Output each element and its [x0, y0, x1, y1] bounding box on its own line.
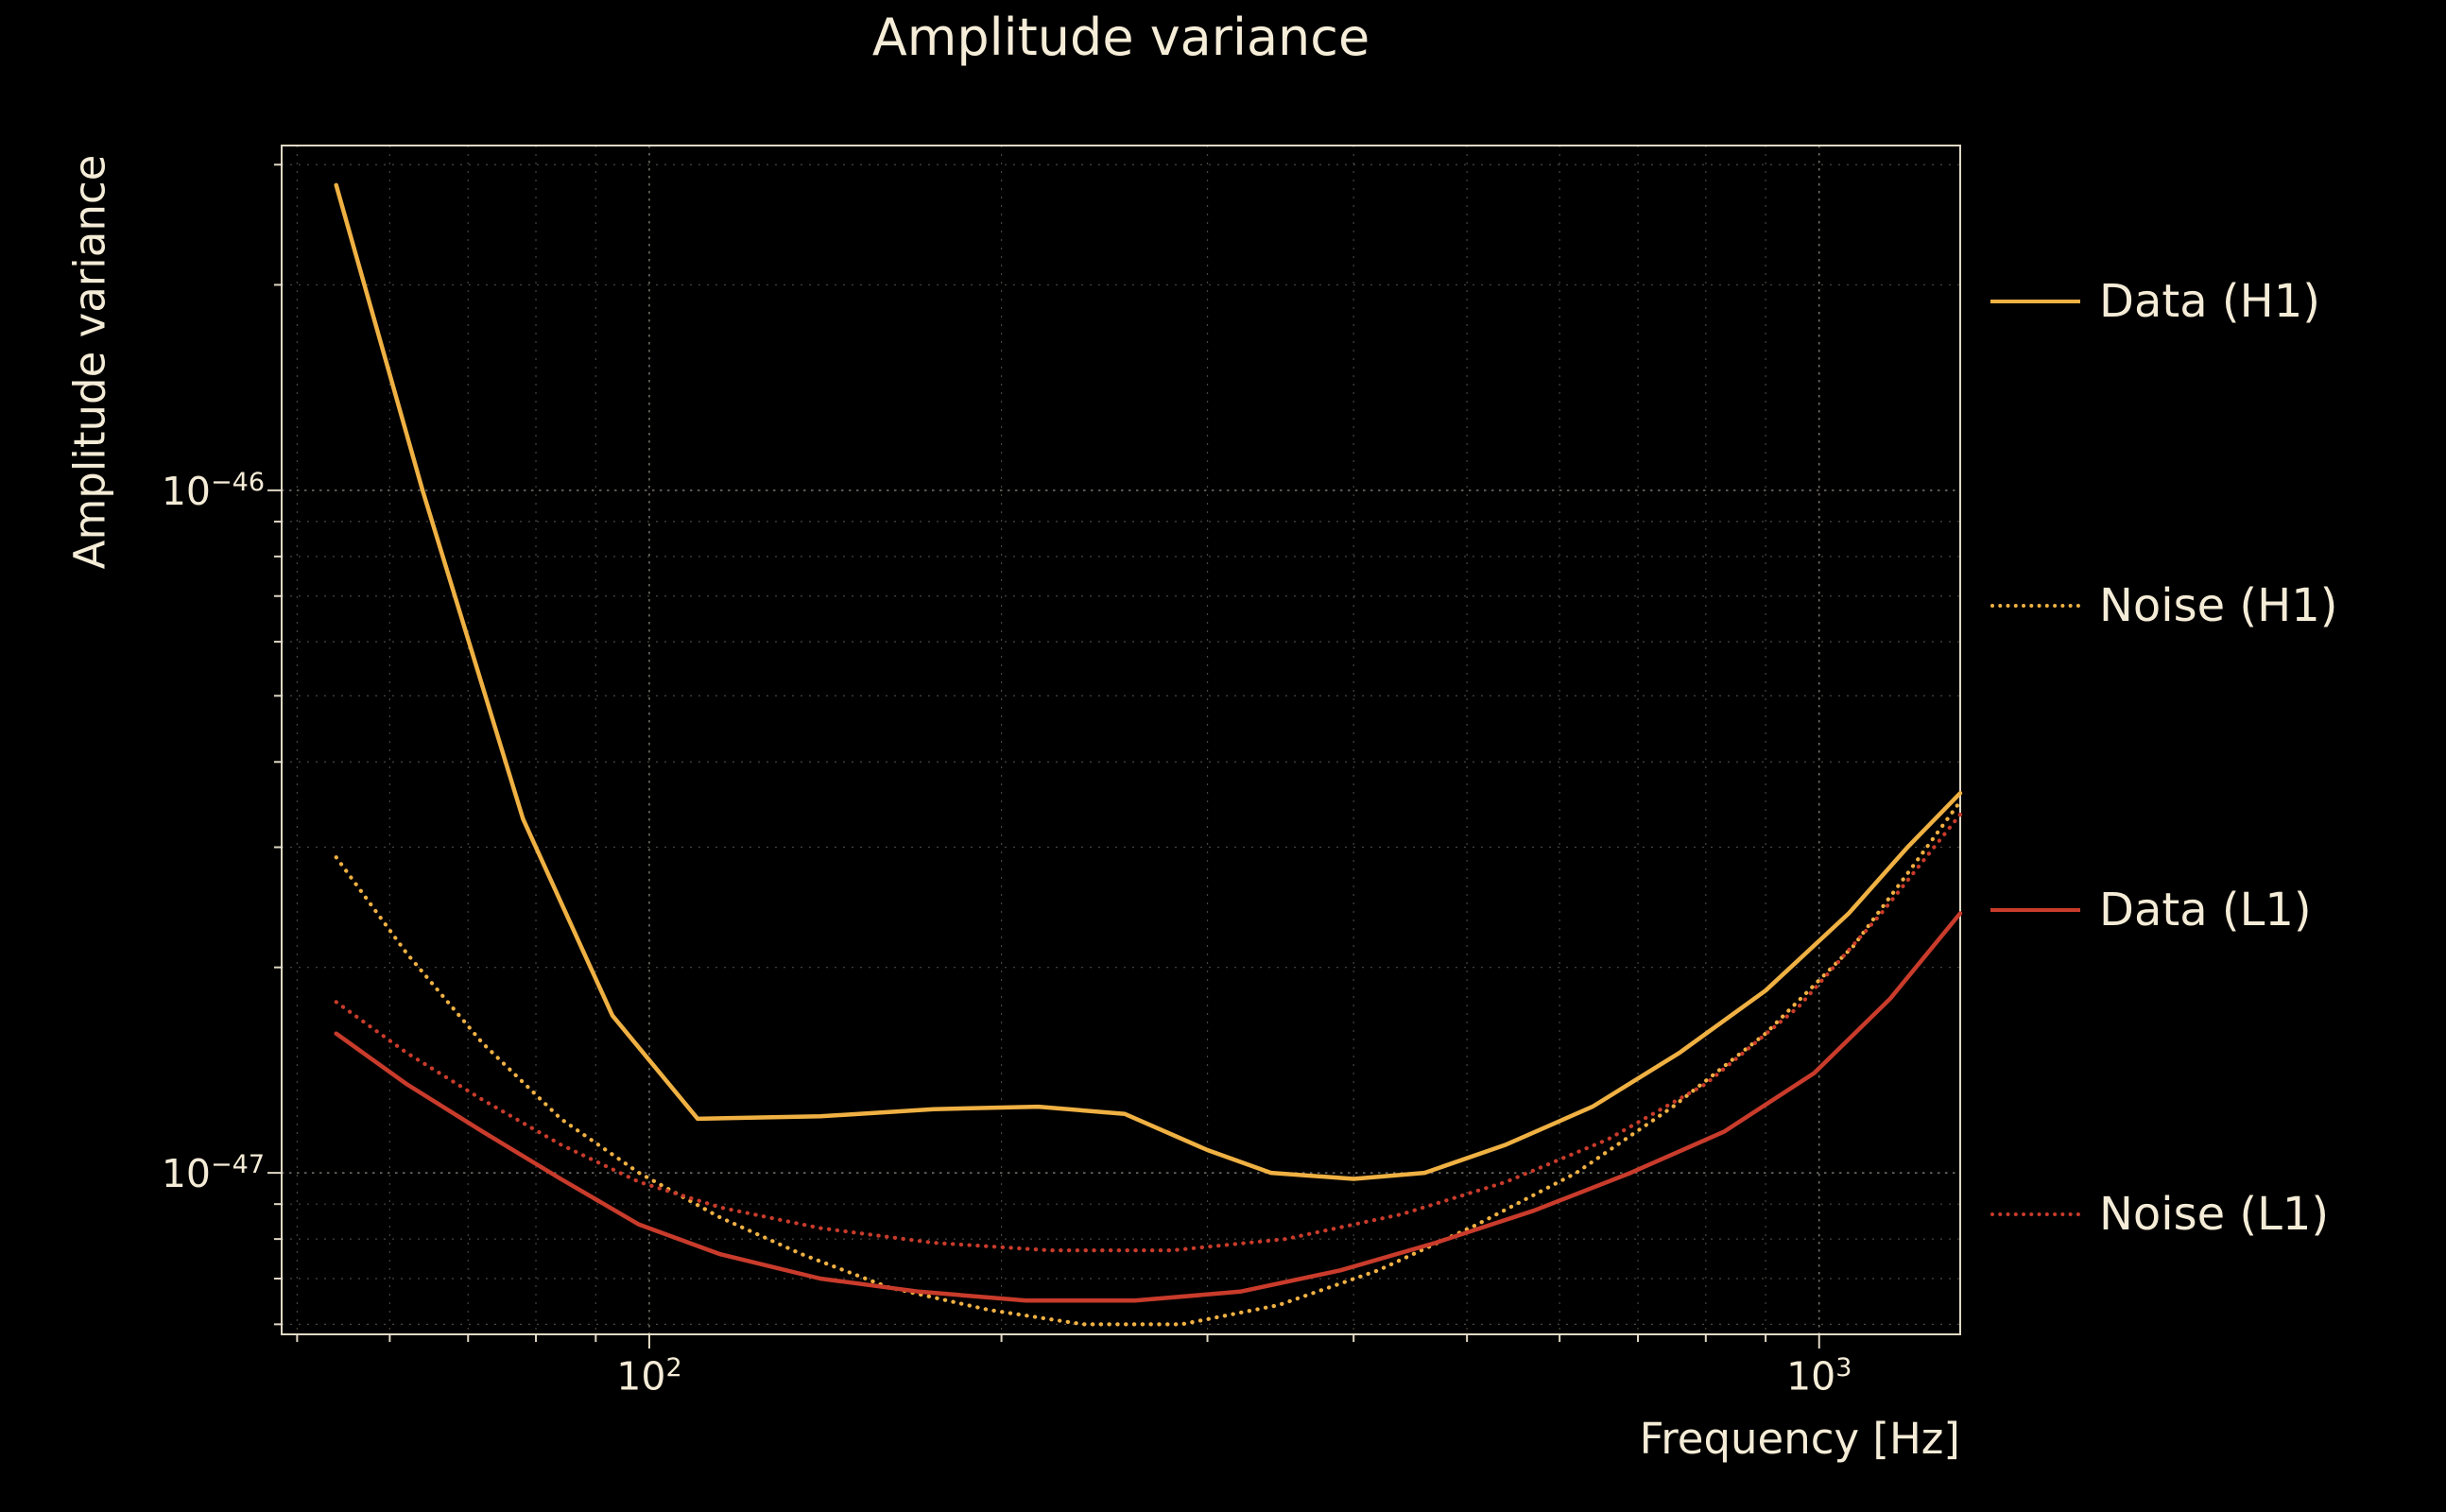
series-data-l1 — [334, 911, 1963, 1303]
x-tick-label: 102 — [616, 1353, 682, 1400]
legend-line-sample — [1990, 1212, 2080, 1216]
legend-label: Data (H1) — [2099, 275, 2320, 328]
series-noise-l1 — [334, 812, 1963, 1253]
legend-label: Noise (L1) — [2099, 1188, 2330, 1241]
legend-entry-noise-h1: Noise (H1) — [1990, 579, 2338, 632]
legend-label: Data (L1) — [2099, 884, 2312, 936]
legend-line-sample — [1990, 300, 2080, 303]
y-tick-label: 10−47 — [161, 1150, 265, 1196]
legend-line-sample — [1990, 604, 2080, 608]
series-data-h1 — [334, 182, 1963, 1181]
y-axis-label: Amplitude variance — [64, 154, 115, 570]
chart-title: Amplitude variance — [871, 8, 1370, 67]
legend-entry-data-l1: Data (L1) — [1990, 884, 2312, 936]
axes-frame — [281, 145, 1961, 1335]
x-tick-label: 103 — [1786, 1353, 1852, 1400]
legend-label: Noise (H1) — [2099, 579, 2338, 632]
x-axis-label: Frequency [Hz] — [1639, 1414, 1960, 1464]
series-noise-h1 — [334, 799, 1963, 1327]
legend-entry-noise-l1: Noise (L1) — [1990, 1188, 2329, 1241]
legend-line-sample — [1990, 908, 2080, 912]
y-tick-label: 10−46 — [161, 468, 265, 514]
legend-entry-data-h1: Data (H1) — [1990, 275, 2320, 328]
